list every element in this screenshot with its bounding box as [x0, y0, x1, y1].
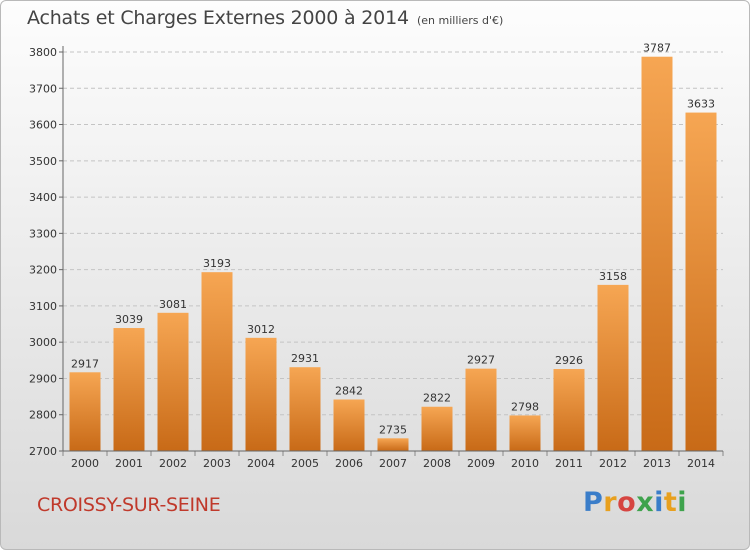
x-tick-label: 2000 [71, 457, 99, 470]
y-tick-label: 3400 [29, 191, 57, 204]
data-label: 2735 [379, 423, 407, 436]
data-label: 3039 [115, 313, 143, 326]
y-tick-label: 2800 [29, 409, 57, 422]
logo-letter: x [636, 487, 655, 518]
bar [597, 284, 629, 451]
data-label: 3012 [247, 323, 275, 336]
logo-letter: t [663, 487, 678, 518]
logo-letter: o [617, 487, 637, 518]
data-label: 2927 [467, 354, 495, 367]
y-tick-label: 3600 [29, 119, 57, 132]
x-tick-label: 2011 [555, 457, 583, 470]
y-tick-label: 3200 [29, 264, 57, 277]
bar [201, 272, 233, 451]
data-label: 2926 [555, 354, 583, 367]
chart-title: Achats et Charges Externes 2000 à 2014 [27, 7, 409, 29]
logo-letter: i [654, 487, 664, 518]
data-label: 2917 [71, 357, 99, 370]
data-label: 2931 [291, 352, 319, 365]
logo-letter: r [603, 487, 618, 518]
bar [333, 399, 365, 451]
logo-letter: i [677, 487, 688, 518]
x-tick-label: 2012 [599, 457, 627, 470]
bar [553, 369, 585, 451]
bar [685, 112, 717, 452]
y-tick-label: 2900 [29, 372, 57, 385]
data-label: 2822 [423, 392, 451, 405]
commune-name: CROISSY-SUR-SEINE [37, 494, 221, 516]
x-tick-label: 2002 [159, 457, 187, 470]
bars [69, 56, 717, 452]
x-tick-label: 2003 [203, 457, 231, 470]
data-label: 3633 [687, 98, 715, 111]
bar [113, 328, 145, 451]
bar [509, 415, 541, 451]
x-tick-label: 2005 [291, 457, 319, 470]
data-label: 2798 [511, 400, 539, 413]
x-tick-label: 2004 [247, 457, 275, 470]
y-tick-label: 3100 [29, 300, 57, 313]
data-label: 3193 [203, 257, 231, 270]
y-tick-label: 3000 [29, 336, 57, 349]
x-tick-label: 2006 [335, 457, 363, 470]
x-tick-label: 2013 [643, 457, 671, 470]
bar [289, 367, 321, 451]
y-tick-label: 3700 [29, 82, 57, 95]
data-label: 3787 [643, 42, 671, 55]
x-tick-label: 2014 [687, 457, 715, 470]
data-label: 3081 [159, 298, 187, 311]
bar [641, 56, 673, 451]
x-tick-label: 2010 [511, 457, 539, 470]
x-tick-label: 2009 [467, 457, 495, 470]
y-tick-label: 3800 [29, 46, 57, 59]
y-tick-label: 3500 [29, 155, 57, 168]
bar [421, 406, 453, 451]
axes: 2700 2800 2900 3000 3100 3200 3300 3400 3500 3600… [29, 46, 724, 470]
data-label: 2842 [335, 384, 363, 397]
bar [157, 312, 189, 451]
x-tick-label: 2007 [379, 457, 407, 470]
chart-unit: (en milliers d'€) [417, 14, 504, 27]
bar [377, 438, 409, 451]
x-tick-label: 2001 [115, 457, 143, 470]
bar [465, 368, 497, 451]
data-labels: 2917 3039 3081 3193 3012 2931 2842 2735 2822 2927… [71, 42, 715, 437]
y-tick-label: 3300 [29, 227, 57, 240]
y-tick-label: 2700 [29, 445, 57, 458]
data-label: 3158 [599, 270, 627, 283]
proxiti-logo: Proxiti [583, 487, 687, 518]
x-tick-label: 2008 [423, 457, 451, 470]
logo-letter: P [583, 487, 604, 518]
bar [69, 372, 101, 451]
bar [245, 337, 277, 451]
